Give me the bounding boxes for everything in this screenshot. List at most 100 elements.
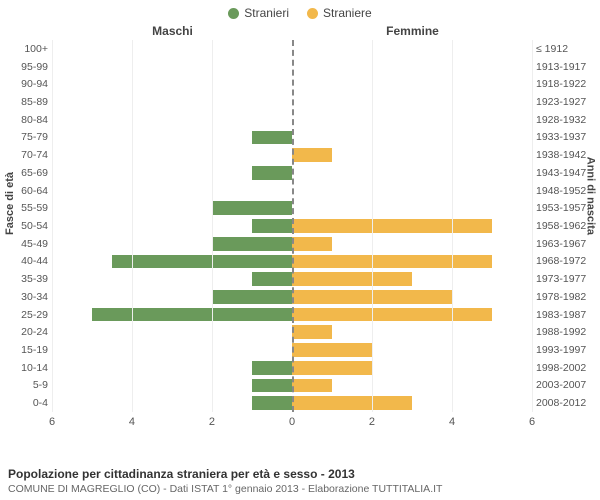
female-half [292,166,532,180]
legend: Stranieri Straniere [0,0,600,20]
legend-item-male: Stranieri [228,6,289,20]
age-label: 70-74 [8,149,48,161]
age-label: 30-34 [8,291,48,303]
age-label: 90-94 [8,78,48,90]
male-half [52,255,292,269]
birth-year-label: 1943-1947 [536,167,592,179]
legend-swatch-female [307,8,318,19]
birth-year-label: ≤ 1912 [536,43,592,55]
footer: Popolazione per cittadinanza straniera p… [8,466,592,496]
age-label: 0-4 [8,397,48,409]
female-half [292,325,532,339]
female-bar [292,396,412,410]
male-bar [252,396,292,410]
male-half [52,166,292,180]
gridline [452,40,453,412]
birth-year-label: 1918-1922 [536,78,592,90]
age-label: 35-39 [8,273,48,285]
male-half [52,131,292,145]
male-half [52,42,292,56]
female-half [292,361,532,375]
male-bar [212,201,292,215]
male-bar [252,272,292,286]
birth-year-label: 1998-2002 [536,362,592,374]
male-bar [252,379,292,393]
age-label: 10-14 [8,362,48,374]
male-bar [252,131,292,145]
female-bar [292,255,492,269]
birth-year-label: 1993-1997 [536,344,592,356]
column-headers: Maschi Femmine [0,24,600,38]
birth-year-label: 1923-1927 [536,96,592,108]
female-half [292,396,532,410]
age-label: 60-64 [8,185,48,197]
legend-label-female: Straniere [323,6,372,20]
legend-swatch-male [228,8,239,19]
x-tick-label: 4 [449,416,455,428]
birth-year-label: 1978-1982 [536,291,592,303]
male-half [52,361,292,375]
age-label: 55-59 [8,202,48,214]
female-bar [292,325,332,339]
male-half [52,201,292,215]
birth-year-label: 1973-1977 [536,273,592,285]
legend-item-female: Straniere [307,6,372,20]
birth-year-label: 1928-1932 [536,114,592,126]
male-half [52,95,292,109]
female-half [292,343,532,357]
plot-area: 100+≤ 191295-991913-191790-941918-192285… [52,40,532,412]
male-half [52,219,292,233]
male-half [52,237,292,251]
male-half [52,290,292,304]
female-half [292,308,532,322]
male-bar [212,290,292,304]
birth-year-label: 1988-1992 [536,326,592,338]
birth-year-label: 1933-1937 [536,131,592,143]
gridline [132,40,133,412]
female-half [292,219,532,233]
male-half [52,396,292,410]
female-bar [292,308,492,322]
male-half [52,60,292,74]
age-label: 75-79 [8,131,48,143]
female-bar [292,237,332,251]
male-bar [92,308,292,322]
male-half [52,308,292,322]
female-half [292,148,532,162]
chart-title: Popolazione per cittadinanza straniera p… [8,466,592,482]
birth-year-label: 1968-1972 [536,255,592,267]
birth-year-label: 1913-1917 [536,61,592,73]
female-half [292,113,532,127]
x-tick-label: 0 [289,416,295,428]
header-male: Maschi [0,24,295,38]
birth-year-label: 2003-2007 [536,379,592,391]
birth-year-label: 2008-2012 [536,397,592,409]
x-axis: 6420246 [52,416,532,432]
female-bar [292,148,332,162]
legend-label-male: Stranieri [244,6,289,20]
female-bar [292,343,372,357]
male-bar [252,361,292,375]
age-label: 20-24 [8,326,48,338]
male-half [52,325,292,339]
age-label: 100+ [8,43,48,55]
male-half [52,77,292,91]
x-tick-label: 2 [369,416,375,428]
age-label: 85-89 [8,96,48,108]
gridline [52,40,53,412]
male-half [52,184,292,198]
gridline [372,40,373,412]
female-half [292,201,532,215]
chart-subtitle: COMUNE DI MAGREGLIO (CO) - Dati ISTAT 1°… [8,482,592,496]
male-bar [112,255,292,269]
female-bar [292,219,492,233]
birth-year-label: 1938-1942 [536,149,592,161]
header-female: Femmine [295,24,590,38]
female-half [292,272,532,286]
female-half [292,379,532,393]
female-bar [292,361,372,375]
male-bar [252,166,292,180]
age-label: 40-44 [8,255,48,267]
female-half [292,184,532,198]
female-bar [292,379,332,393]
